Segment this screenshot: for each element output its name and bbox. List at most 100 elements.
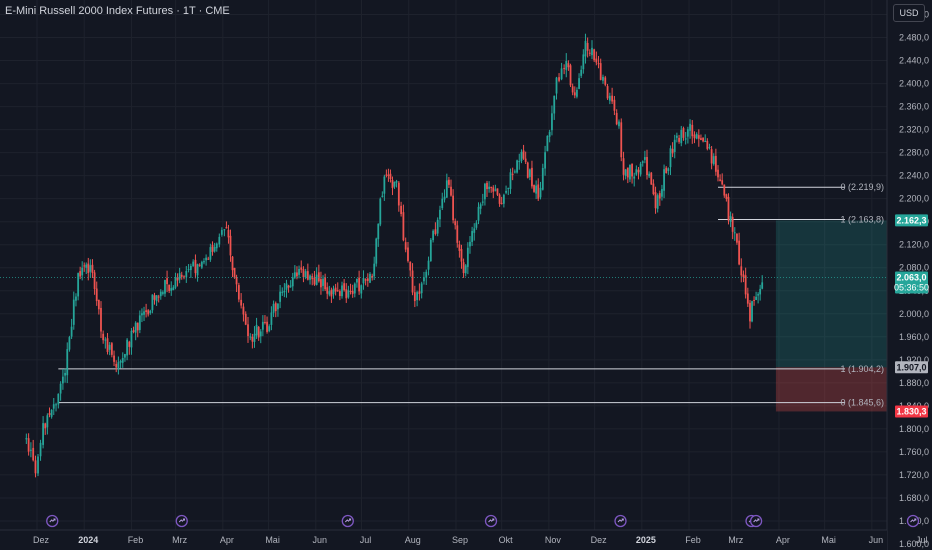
price-tick-label: 1.880,0 — [899, 378, 929, 388]
candle-body — [268, 326, 271, 332]
time-tick-label: Sep — [452, 535, 468, 545]
price-tick-label: 2.080,0 — [899, 263, 929, 273]
time-tick-label: Feb — [128, 535, 144, 545]
candle-body — [423, 277, 425, 282]
candle-body — [502, 194, 505, 204]
candle-body — [187, 268, 190, 270]
candle-body — [757, 294, 760, 296]
candle-body — [633, 176, 636, 179]
candle-body — [658, 193, 661, 199]
candle-body — [588, 52, 591, 54]
time-tick-label: 2025 — [636, 535, 656, 545]
candle-body — [395, 181, 398, 183]
candle-body — [178, 273, 181, 280]
candle-body — [492, 187, 495, 192]
candle-body — [691, 124, 694, 137]
candle-body — [166, 278, 168, 285]
currency-selector[interactable]: USD — [893, 4, 925, 22]
candle-body — [264, 322, 266, 324]
candle-body — [567, 63, 570, 68]
candle-body — [560, 68, 563, 80]
candle-body — [606, 86, 609, 99]
candle-body — [702, 137, 704, 142]
candle-body — [283, 290, 286, 293]
event-marker-icon[interactable] — [614, 514, 627, 528]
candle-body — [753, 299, 755, 301]
candle-body — [121, 358, 124, 363]
candle-body — [558, 77, 560, 81]
candle-body — [126, 339, 129, 356]
candle-body — [631, 163, 633, 177]
candle-body — [366, 278, 369, 281]
price-tag — [895, 405, 928, 418]
candle-body — [584, 40, 587, 57]
candle-body — [611, 95, 614, 102]
candle-body — [509, 172, 512, 189]
candle-body — [227, 229, 230, 238]
event-marker-glyph — [753, 518, 760, 523]
event-marker-icon[interactable] — [175, 514, 188, 528]
candle-body — [418, 291, 421, 294]
candle-body — [697, 135, 700, 139]
time-tick-label: Mrz — [728, 535, 743, 545]
time-tick-label: Jun — [313, 535, 328, 545]
candle-body — [151, 294, 154, 311]
candle-body — [723, 184, 726, 196]
candle-body — [255, 324, 258, 336]
candle-body — [397, 182, 400, 206]
candle-body — [300, 267, 303, 270]
candle-body — [608, 95, 611, 101]
event-marker-icon[interactable] — [749, 514, 763, 528]
candle-body — [548, 131, 551, 137]
candle-body — [145, 310, 148, 312]
candle-body — [686, 129, 689, 137]
candle-body — [643, 157, 646, 160]
candle-body — [507, 188, 510, 190]
candle-body — [544, 152, 546, 169]
event-marker-icon[interactable] — [341, 514, 354, 528]
candle-body — [736, 233, 738, 243]
candle-body — [48, 413, 51, 416]
candle-body — [261, 321, 264, 330]
candle-body — [358, 277, 361, 292]
event-marker-icon[interactable] — [46, 514, 59, 528]
candle-body — [237, 285, 240, 300]
candle-body — [416, 292, 419, 301]
candle-body — [706, 140, 709, 149]
candle-body — [95, 288, 98, 302]
candle-body — [229, 235, 232, 256]
candle-body — [667, 168, 670, 172]
time-tick-label: Aug — [405, 535, 421, 545]
candle-body — [79, 271, 82, 277]
candle-body — [511, 173, 514, 175]
event-marker-glyph — [910, 518, 917, 523]
time-tick-label: Mrz — [172, 535, 187, 545]
candle-body — [332, 288, 335, 295]
candle-body — [320, 279, 322, 288]
price-tick-label: 1.680,0 — [899, 493, 929, 503]
candle-body — [251, 336, 254, 342]
candle-body — [595, 58, 598, 63]
event-marker-icon[interactable] — [484, 514, 498, 528]
candle-body — [279, 291, 282, 302]
candle-body — [147, 310, 150, 315]
candle-body — [712, 156, 715, 165]
candle-body — [225, 227, 228, 229]
candle-body — [704, 140, 707, 142]
time-tick-label: Dez — [591, 535, 608, 545]
candle-body — [450, 186, 452, 196]
candle-body — [108, 344, 111, 350]
candle-body — [425, 271, 428, 278]
candle-body — [240, 299, 243, 306]
candle-body — [170, 288, 173, 291]
candle-body — [578, 78, 580, 89]
candle-body — [393, 181, 396, 187]
candle-body — [731, 216, 734, 232]
candle-body — [448, 179, 450, 185]
candle-body — [742, 274, 745, 278]
candle-body — [293, 272, 296, 278]
candle-body — [599, 63, 602, 80]
event-marker-icon[interactable] — [906, 514, 920, 528]
candle-body — [244, 313, 247, 325]
